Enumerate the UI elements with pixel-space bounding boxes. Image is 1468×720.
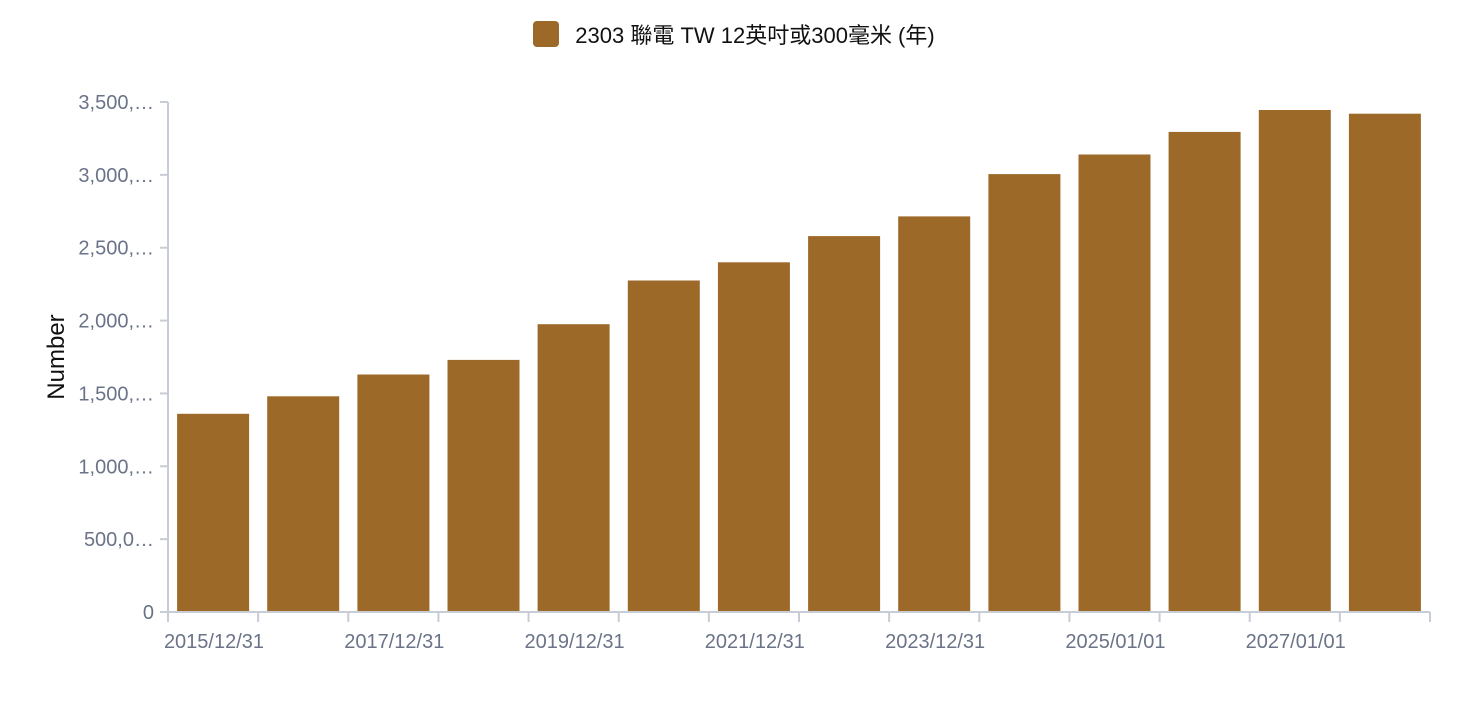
x-tick-label: 2019/12/31 bbox=[525, 631, 625, 653]
bar[interactable] bbox=[988, 174, 1061, 612]
bar[interactable] bbox=[898, 216, 971, 612]
legend-swatch bbox=[533, 21, 560, 47]
legend-label: 2303 聯電 TW 12英吋或300毫米 (年) bbox=[575, 23, 935, 48]
bar[interactable] bbox=[627, 280, 700, 613]
y-tick-label: 3,500,… bbox=[78, 92, 154, 114]
bar[interactable] bbox=[717, 262, 790, 612]
bar[interactable] bbox=[1078, 154, 1151, 613]
y-tick-label: 2,000,… bbox=[78, 311, 154, 333]
bar[interactable] bbox=[808, 236, 881, 612]
bar[interactable] bbox=[357, 374, 430, 613]
x-tick-label: 2017/12/31 bbox=[344, 631, 444, 653]
bar[interactable] bbox=[177, 413, 250, 612]
y-tick-label: 1,500,… bbox=[78, 383, 154, 405]
bar[interactable] bbox=[1348, 113, 1421, 612]
bar[interactable] bbox=[447, 359, 520, 612]
bar[interactable] bbox=[537, 324, 610, 612]
x-tick-label: 2025/01/01 bbox=[1065, 631, 1165, 653]
y-axis-title: Number bbox=[43, 314, 70, 399]
x-tick-label: 2015/12/31 bbox=[164, 631, 264, 653]
x-tick-label: 2027/01/01 bbox=[1246, 631, 1346, 653]
y-tick-label: 500,0… bbox=[84, 529, 154, 551]
legend[interactable]: 2303 聯電 TW 12英吋或300毫米 (年) bbox=[0, 18, 1468, 50]
bar[interactable] bbox=[1258, 110, 1331, 612]
bar[interactable] bbox=[267, 396, 340, 612]
y-tick-label: 3,000,… bbox=[78, 165, 154, 187]
bar[interactable] bbox=[1168, 131, 1241, 612]
y-tick-label: 1,000,… bbox=[78, 456, 154, 478]
y-tick-label: 0 bbox=[143, 602, 154, 624]
y-tick-label: 2,500,… bbox=[78, 238, 154, 260]
x-tick-label: 2023/12/31 bbox=[885, 631, 985, 653]
x-tick-label: 2021/12/31 bbox=[705, 631, 805, 653]
